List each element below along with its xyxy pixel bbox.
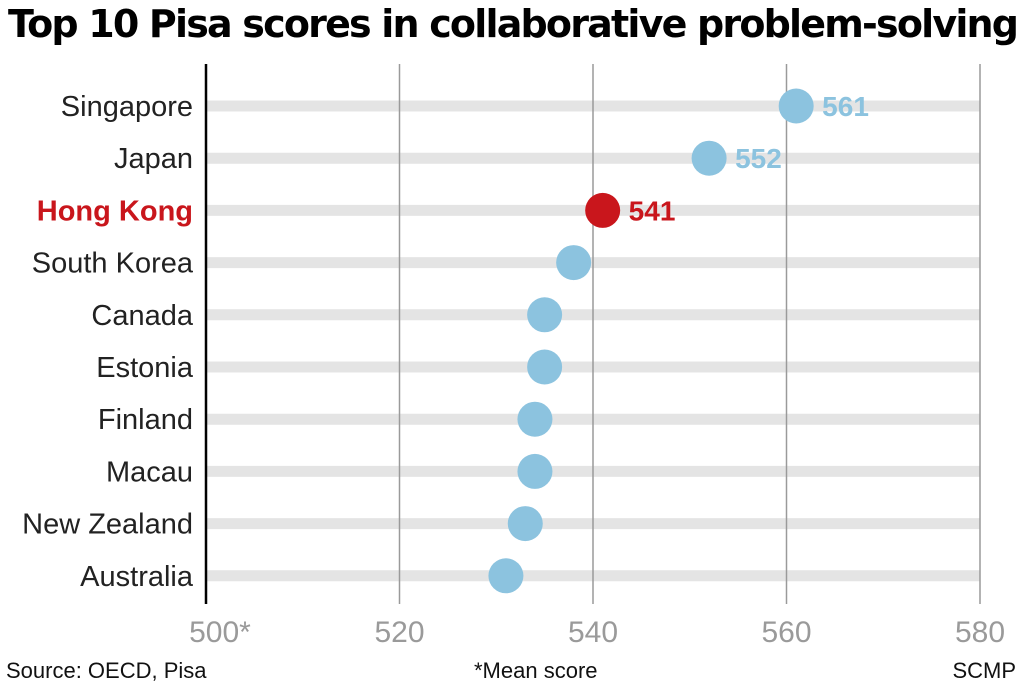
category-label: Canada bbox=[91, 300, 193, 332]
data-point bbox=[778, 88, 814, 124]
data-label: 552 bbox=[735, 143, 782, 174]
data-label: 541 bbox=[629, 195, 676, 226]
x-tick-label: 580 bbox=[955, 616, 1005, 649]
category-label: Singapore bbox=[61, 91, 193, 123]
category-label: South Korea bbox=[32, 248, 194, 280]
mean-score-note: *Mean score bbox=[474, 658, 598, 683]
data-point bbox=[517, 401, 553, 437]
data-point bbox=[585, 192, 621, 228]
x-tick-label: 520 bbox=[374, 616, 424, 649]
credit-label: SCMP bbox=[952, 658, 1016, 683]
category-label: Macau bbox=[106, 456, 193, 488]
x-tick-label: 560 bbox=[761, 616, 811, 649]
chart-title: Top 10 Pisa scores in collaborative prob… bbox=[8, 2, 1019, 46]
category-label: New Zealand bbox=[22, 509, 193, 541]
data-point bbox=[507, 506, 543, 542]
category-label: Hong Kong bbox=[37, 195, 193, 227]
category-label: Estonia bbox=[96, 352, 194, 384]
data-point bbox=[527, 297, 563, 333]
data-point bbox=[691, 140, 727, 176]
x-tick-label: 500* bbox=[189, 616, 251, 649]
category-label: Japan bbox=[114, 143, 193, 175]
data-point bbox=[488, 558, 524, 594]
category-label: Australia bbox=[80, 561, 194, 593]
data-point bbox=[517, 453, 553, 489]
source-note: Source: OECD, Pisa bbox=[6, 658, 207, 683]
data-point bbox=[556, 245, 592, 281]
x-tick-label: 540 bbox=[568, 616, 618, 649]
category-label: Finland bbox=[98, 404, 193, 436]
data-label: 561 bbox=[822, 91, 869, 122]
data-point bbox=[527, 349, 563, 385]
